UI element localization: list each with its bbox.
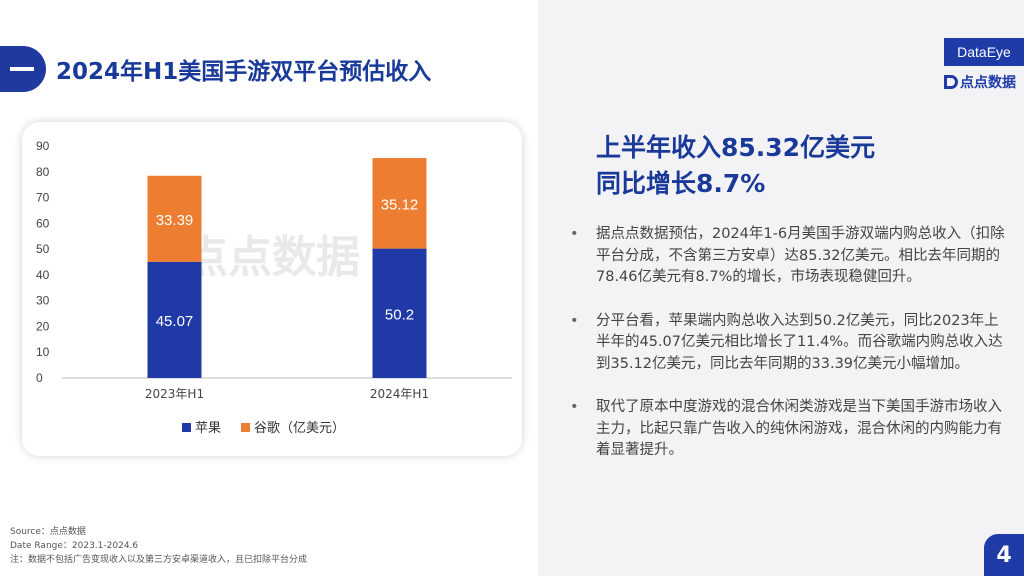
footnote-source: Source：点点数据 xyxy=(10,527,86,537)
page-number: 4 xyxy=(984,534,1024,576)
y-tick-label: 80 xyxy=(36,165,50,179)
bar-data-label: 33.39 xyxy=(156,212,194,229)
right-panel xyxy=(538,0,1024,576)
page-title: 2024年H1美国手游双平台预估收入 xyxy=(56,59,432,85)
x-tick-label: 2023年H1 xyxy=(145,387,204,401)
legend-label-google: 谷歌（亿美元） xyxy=(254,421,345,436)
chart-card: 点点数据 0 10 20 30 40 50 60 70 80 90 45.07 33.39 2023年H1… xyxy=(22,122,522,456)
legend-label-apple: 苹果 xyxy=(195,421,221,436)
y-tick-label: 40 xyxy=(36,268,50,282)
bullet-dot: • xyxy=(570,399,579,415)
headline: 上半年收入85.32亿美元 同比增长8.7% xyxy=(596,130,875,202)
brand-logo-box: DataEye xyxy=(944,38,1024,66)
footnote-note: 注：数据不包括广告变现收入以及第三方安卓渠道收入，且已扣除平台分成 xyxy=(10,555,308,565)
y-tick-label: 70 xyxy=(36,191,50,205)
footnote: Source：点点数据 Date Range：2023.1-2024.6 注：数… xyxy=(10,525,307,567)
headline-line-2: 同比增长8.7% xyxy=(596,169,766,198)
x-tick-label: 2024年H1 xyxy=(370,387,429,401)
bullet-dot: • xyxy=(570,312,579,329)
footnote-date-range: Date Range：2023.1-2024.6 xyxy=(10,541,139,551)
chart-watermark: 点点数据 xyxy=(184,232,360,283)
legend-swatch-google xyxy=(241,423,250,432)
bar-data-label: 35.12 xyxy=(381,196,419,213)
bar-data-label: 45.07 xyxy=(156,313,194,330)
y-tick-label: 60 xyxy=(36,216,50,230)
bullet-text: 取代了原本中度游戏的混合休闲类游戏是当下美国手游市场收入主力，比起只靠广告收入的… xyxy=(596,399,1002,458)
bullet-list: • 据点点数据预估，2024年1-6月美国手游双端内购总收入（扣除平台分成，不含第… xyxy=(570,224,1012,484)
bullet-item: • 取代了原本中度游戏的混合休闲类游戏是当下美国手游市场收入主力，比起只靠广告收入… xyxy=(570,397,1012,462)
y-tick-label: 50 xyxy=(36,242,50,256)
bar-data-label: 50.2 xyxy=(385,306,414,323)
bar-segment xyxy=(147,175,202,262)
y-tick-label: 30 xyxy=(36,294,50,308)
bar-segment xyxy=(372,248,427,378)
headline-line-1: 上半年收入85.32亿美元 xyxy=(596,133,876,162)
brand-sub-label: 点点数据 xyxy=(960,75,1016,91)
brand-logo-sub: 点点数据 xyxy=(944,72,1016,92)
brand-d-icon xyxy=(944,75,958,89)
legend-swatch-apple xyxy=(182,423,191,432)
section-dash-icon xyxy=(0,46,46,92)
revenue-stacked-bar-chart: 点点数据 0 10 20 30 40 50 60 70 80 90 45.07 33.39 2023年H1… xyxy=(36,139,512,436)
bullet-item: • 据点点数据预估，2024年1-6月美国手游双端内购总收入（扣除平台分成，不含第… xyxy=(570,224,1012,289)
y-tick-label: 20 xyxy=(36,319,50,333)
y-tick-label: 0 xyxy=(36,371,43,385)
bullet-item: • 分平台看，苹果端内购总收入达到50.2亿美元，同比2023年上半年的45.07… xyxy=(570,311,1012,376)
y-tick-label: 90 xyxy=(36,139,50,153)
bullet-text: 分平台看，苹果端内购总收入达到50.2亿美元，同比2023年上半年的45.07亿… xyxy=(596,312,1003,372)
y-tick-label: 10 xyxy=(36,345,50,359)
bar-segment xyxy=(372,158,427,249)
bullet-dot: • xyxy=(570,226,579,242)
bar-segment xyxy=(147,261,202,378)
title-bar xyxy=(0,46,498,92)
bullet-text: 据点点数据预估，2024年1-6月美国手游双端内购总收入（扣除平台分成，不含第三… xyxy=(596,226,1005,285)
